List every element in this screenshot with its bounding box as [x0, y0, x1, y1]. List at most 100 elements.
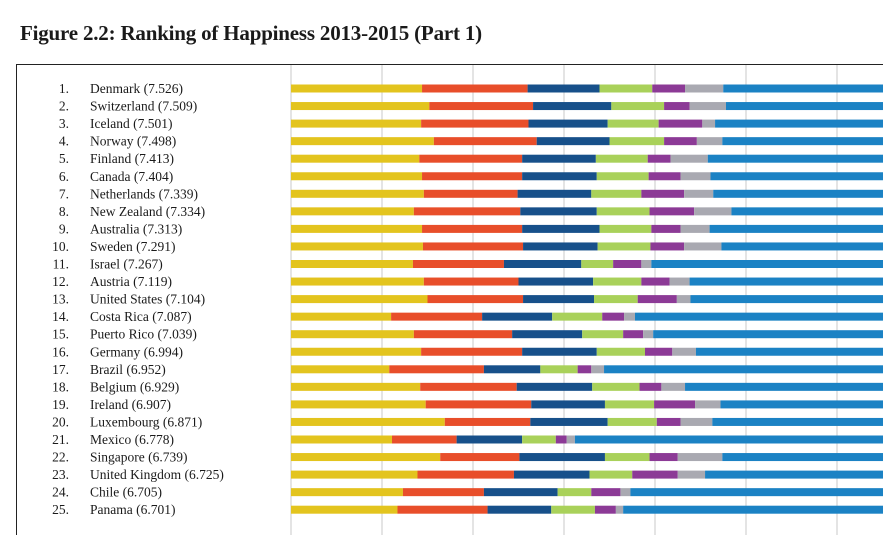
bar-segment: [291, 172, 423, 181]
bar-segment: [429, 102, 534, 111]
bar-row: [291, 154, 883, 163]
bar-segment: [422, 242, 524, 251]
bar-segment: [623, 505, 883, 514]
country-label: Austria (7.119): [90, 274, 172, 289]
country-label: Luxembourg (6.871): [90, 414, 202, 429]
bar-row: [291, 312, 883, 321]
rank-label: 21.: [52, 432, 69, 447]
row-labels: 1. Denmark (7.526) 2. Switzerland (7.509) 3.…: [52, 81, 224, 517]
bar-segment: [291, 137, 434, 146]
bar-row: [291, 435, 883, 444]
bar-segment: [413, 330, 513, 339]
bar-segment: [649, 207, 695, 216]
bar-segment: [596, 207, 650, 216]
bar-segment: [685, 84, 724, 93]
bar-segment: [423, 277, 519, 286]
bar-segment: [722, 137, 883, 146]
bar-segment: [419, 154, 523, 163]
bar-segment: [599, 224, 652, 233]
bar-segment: [592, 382, 640, 391]
bar-segment: [637, 295, 677, 304]
bar-segment: [684, 242, 722, 251]
country-label: Switzerland (7.509): [90, 99, 197, 114]
bar-segment: [650, 242, 685, 251]
country-label: Ireland (6.907): [90, 397, 171, 412]
rank-label: 10.: [52, 239, 69, 254]
country-label: Canada (7.404): [90, 169, 173, 184]
bar-segment: [602, 312, 625, 321]
bar-segment: [649, 453, 678, 462]
bar-segment: [536, 137, 610, 146]
bar-segment: [680, 172, 711, 181]
bar-segment: [695, 400, 721, 409]
bar-row: [291, 470, 883, 479]
country-label: Costa Rica (7.087): [90, 309, 192, 324]
bar-segment: [566, 435, 575, 444]
bar-segment: [722, 453, 883, 462]
rank-label: 20.: [52, 414, 69, 429]
rank-label: 3.: [59, 116, 69, 131]
bar-segment: [421, 347, 523, 356]
bar-segment: [422, 84, 528, 93]
bar-segment: [291, 295, 428, 304]
bar-segment: [669, 277, 690, 286]
country-label: Australia (7.313): [90, 221, 182, 236]
bar-segment: [522, 347, 597, 356]
bar-segment: [422, 172, 523, 181]
rank-label: 18.: [52, 379, 69, 394]
bar-row: [291, 400, 883, 409]
bar-segment: [652, 84, 686, 93]
ranking-chart: 1. Denmark (7.526) 2. Switzerland (7.509) 3.…: [52, 65, 883, 535]
bar-segment: [596, 172, 649, 181]
bar-segment: [641, 277, 670, 286]
bar-segment: [503, 260, 582, 268]
bar-segment: [661, 382, 686, 391]
bar-segment: [291, 400, 426, 409]
bar-segment: [676, 295, 691, 304]
bar-segment: [611, 102, 665, 111]
bar-segment: [604, 453, 650, 462]
bar-segment: [721, 242, 883, 251]
bar-segment: [694, 207, 732, 216]
bar-segment: [557, 488, 592, 497]
bar-segment: [624, 312, 635, 321]
rank-label: 25.: [52, 502, 69, 517]
bar-segment: [522, 172, 597, 181]
bar-segment: [647, 154, 671, 163]
bar-segment: [715, 119, 883, 128]
country-label: Israel (7.267): [90, 257, 163, 272]
bar-segment: [412, 260, 504, 268]
bar-segment: [291, 242, 423, 251]
bar-segment: [291, 330, 414, 339]
country-label: United Kingdom (6.725): [90, 467, 224, 482]
bar-segment: [291, 382, 421, 391]
bar-segment: [581, 260, 614, 268]
bar-row: [291, 488, 883, 497]
country-label: Norway (7.498): [90, 134, 176, 149]
bar-segment: [654, 400, 696, 409]
rank-label: 5.: [59, 151, 69, 166]
bar-segment: [604, 400, 655, 409]
bar-row: [291, 119, 883, 128]
bar-segment: [644, 347, 673, 356]
bar-segment: [634, 312, 883, 321]
bar-segment: [615, 505, 624, 514]
bar-segment: [291, 488, 403, 497]
country-label: United States (7.104): [90, 292, 205, 307]
bar-segment: [456, 435, 523, 444]
country-label: Iceland (7.501): [90, 116, 172, 131]
bar-segment: [680, 224, 710, 233]
bar-row: [291, 242, 883, 251]
bar-segment: [651, 260, 883, 268]
bar-row: [291, 453, 883, 462]
rank-label: 12.: [52, 274, 69, 289]
bar-segment: [597, 242, 651, 251]
rank-label: 11.: [53, 257, 69, 272]
country-label: Germany (6.994): [90, 344, 183, 359]
bar-row: [291, 417, 883, 426]
bar-row: [291, 347, 883, 356]
bar-segment: [620, 488, 631, 497]
country-label: New Zealand (7.334): [90, 204, 205, 219]
bar-segment: [522, 435, 556, 444]
bar-segment: [523, 295, 595, 304]
